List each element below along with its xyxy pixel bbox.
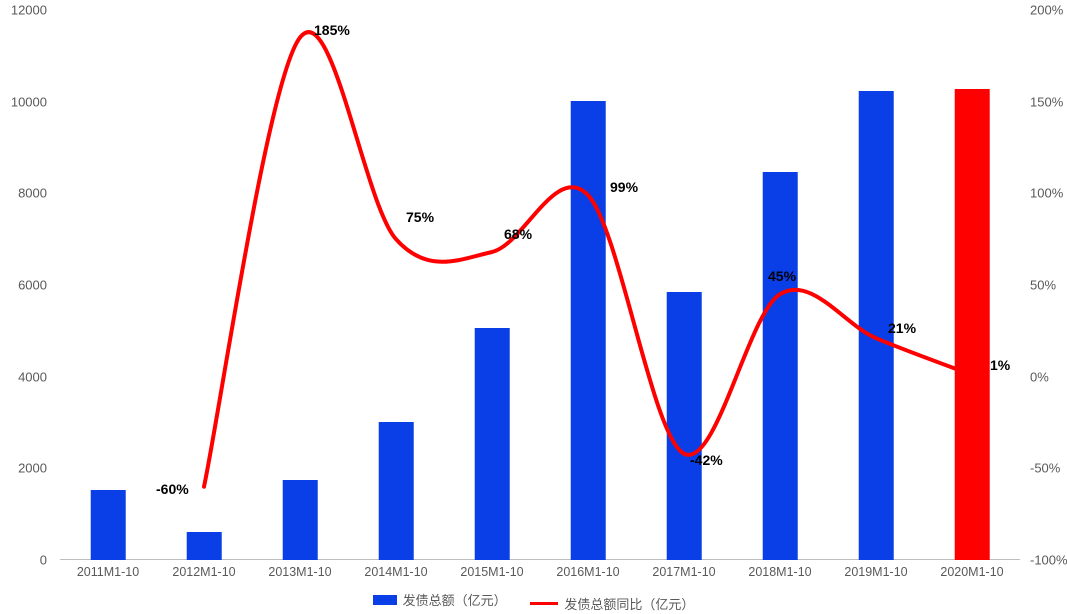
y-left-tick: 8000 xyxy=(18,186,47,201)
y-left-tick: 12000 xyxy=(11,3,47,18)
line-data-label: 21% xyxy=(888,320,916,336)
line-data-label: 1% xyxy=(990,357,1010,373)
line-data-label: 99% xyxy=(610,179,638,195)
bar xyxy=(283,480,318,560)
x-tick: 2014M1-10 xyxy=(364,565,427,579)
y-axis-left: 020004000600080001000012000 xyxy=(0,10,55,560)
y-left-tick: 0 xyxy=(40,553,47,568)
bar xyxy=(475,328,510,560)
plot-area: -60% 185% 75% 68% 99% -42% 45% 21% 1% xyxy=(60,10,1020,560)
y-axis-right: -100%-50%0%50%100%150%200% xyxy=(1022,10,1067,560)
bar xyxy=(667,292,702,560)
y-right-tick: 200% xyxy=(1030,3,1063,18)
line-data-label: 185% xyxy=(314,22,350,38)
line-data-label: 68% xyxy=(504,226,532,242)
y-right-tick: 150% xyxy=(1030,94,1063,109)
x-tick: 2016M1-10 xyxy=(556,565,619,579)
x-tick: 2017M1-10 xyxy=(652,565,715,579)
legend-item-line: 发债总额同比（亿元） xyxy=(530,594,694,613)
bar xyxy=(187,532,222,560)
legend: 发债总额（亿元） 发债总额同比（亿元） xyxy=(0,590,1067,613)
y-right-tick: 50% xyxy=(1030,278,1056,293)
y-right-tick: -100% xyxy=(1030,553,1067,568)
y-left-tick: 4000 xyxy=(18,369,47,384)
y-right-tick: 0% xyxy=(1030,369,1049,384)
line-data-label: 45% xyxy=(768,268,796,284)
legend-label-bar: 发债总额（亿元） xyxy=(403,590,507,609)
y-right-tick: -50% xyxy=(1030,461,1060,476)
y-left-tick: 10000 xyxy=(11,94,47,109)
y-left-tick: 6000 xyxy=(18,278,47,293)
x-axis: 2011M1-10 2012M1-10 2013M1-10 2014M1-10 2015… xyxy=(60,560,1020,585)
y-left-tick: 2000 xyxy=(18,461,47,476)
x-tick: 2012M1-10 xyxy=(172,565,235,579)
line-data-label: 75% xyxy=(406,209,434,225)
x-tick: 2015M1-10 xyxy=(460,565,523,579)
x-tick: 2020M1-10 xyxy=(940,565,1003,579)
legend-label-line: 发债总额同比（亿元） xyxy=(564,594,694,613)
x-tick: 2011M1-10 xyxy=(77,565,139,579)
legend-swatch-line xyxy=(530,602,558,605)
legend-item-bar: 发债总额（亿元） xyxy=(373,590,507,609)
x-tick: 2018M1-10 xyxy=(748,565,811,579)
line-data-label: -60% xyxy=(156,481,189,497)
y-right-tick: 100% xyxy=(1030,186,1063,201)
combo-chart: 0 2000 4000 6000 8000 10000 12000 -100% -50% 0% 5… xyxy=(0,0,1067,614)
bar xyxy=(955,89,990,560)
legend-swatch-bar xyxy=(373,595,397,605)
bar xyxy=(763,172,798,560)
x-tick: 2019M1-10 xyxy=(844,565,907,579)
bar xyxy=(571,101,606,560)
bar xyxy=(379,422,414,560)
bar xyxy=(91,490,126,560)
x-tick: 2013M1-10 xyxy=(268,565,331,579)
line-data-label: -42% xyxy=(690,452,723,468)
